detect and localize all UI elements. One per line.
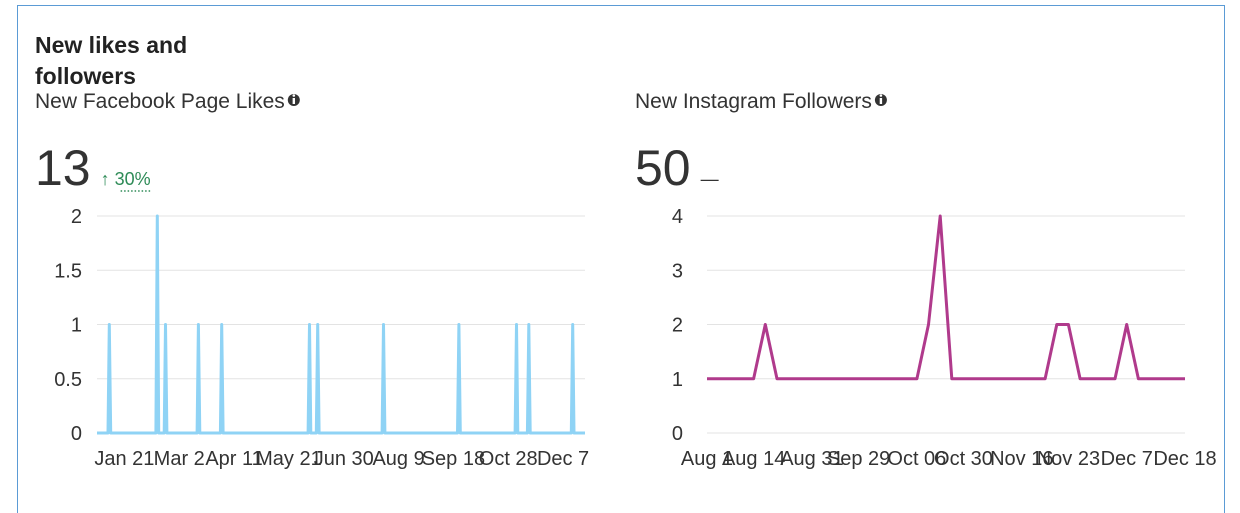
card-title: New likes and followers <box>35 32 188 89</box>
info-icon-dot <box>292 94 296 97</box>
change-value: — <box>701 169 719 189</box>
x-tick-label: Sep 18 <box>422 448 485 470</box>
chart-title: New Instagram Followers <box>635 90 872 113</box>
info-icon-stem <box>292 98 296 104</box>
y-tick-label: 2 <box>672 315 683 337</box>
total-value: 13 <box>35 140 91 196</box>
line-series <box>97 214 585 435</box>
y-tick-label: 1 <box>71 315 82 337</box>
x-tick-label: Aug 1 <box>681 448 733 470</box>
x-tick-label: Oct 06 <box>887 448 946 470</box>
total-value: 50 <box>635 140 691 196</box>
x-tick-label: Oct 28 <box>479 448 538 470</box>
y-tick-label: 2 <box>71 206 82 228</box>
info-icon-stem <box>879 98 883 104</box>
y-tick-label: 3 <box>672 260 683 282</box>
x-tick-label: Jan 21 <box>94 448 154 470</box>
x-tick-label: Nov 16 <box>990 448 1053 470</box>
x-tick-label: Dec 7 <box>537 448 589 470</box>
y-tick-label: 4 <box>672 206 683 228</box>
x-tick-label: May 21 <box>256 448 322 470</box>
x-tick-label: Mar 2 <box>154 448 205 470</box>
line-series <box>707 214 1185 381</box>
x-tick-label: Aug 31 <box>780 448 843 470</box>
x-tick-label: Dec 7 <box>1101 448 1153 470</box>
x-tick-label: Sep 29 <box>827 448 890 470</box>
x-tick-label: Apr 11 <box>205 448 262 470</box>
x-tick-label: Nov 23 <box>1037 448 1100 470</box>
info-icon-dot <box>879 94 883 97</box>
card <box>17 5 1225 513</box>
chart-title: New Facebook Page Likes <box>35 90 285 113</box>
y-tick-label: 1 <box>672 369 683 391</box>
x-tick-label: Oct 30 <box>934 448 993 470</box>
y-tick-label: 0 <box>71 423 82 445</box>
x-tick-label: Jun 30 <box>314 448 374 470</box>
y-tick-label: 1.5 <box>54 260 82 282</box>
x-tick-label: Aug 9 <box>372 448 424 470</box>
y-tick-label: 0.5 <box>54 369 82 391</box>
change-value: ↑ 30% <box>101 169 151 189</box>
x-tick-label: Aug 14 <box>722 448 785 470</box>
y-tick-label: 0 <box>672 423 683 445</box>
x-tick-label: Dec 18 <box>1153 448 1216 470</box>
